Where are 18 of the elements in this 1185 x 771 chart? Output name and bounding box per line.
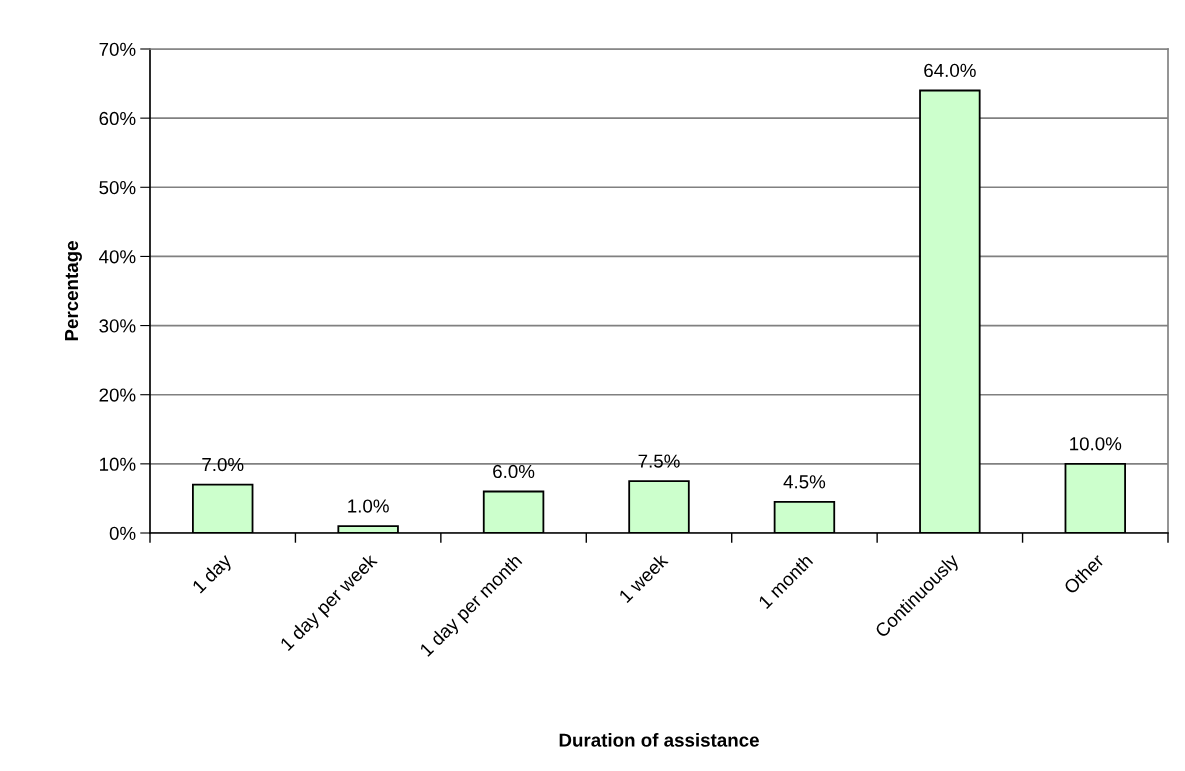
- y-tick-label: 50%: [99, 180, 136, 195]
- y-tick-label: 70%: [99, 42, 136, 56]
- y-tick-label: 40%: [99, 250, 136, 264]
- x-tick-label: 1 day: [191, 552, 236, 597]
- data-label: 6.0%: [493, 464, 535, 479]
- data-label: 7.5%: [638, 454, 680, 468]
- x-axis-title: Duration of assistance: [559, 733, 759, 747]
- data-label: 1.0%: [348, 499, 389, 513]
- y-tick-label: 20%: [99, 388, 136, 402]
- data-label: 10.0%: [1070, 437, 1122, 451]
- data-label: 7.0%: [202, 457, 244, 472]
- data-label: 4.5%: [783, 475, 826, 489]
- y-tick-label: 30%: [99, 319, 136, 333]
- y-axis-title: Percentage: [65, 241, 82, 341]
- y-tick-label: 60%: [99, 111, 136, 126]
- data-label: 64.0%: [924, 63, 976, 78]
- y-tick-label: 10%: [100, 457, 136, 471]
- y-tick-label: 0%: [109, 526, 136, 540]
